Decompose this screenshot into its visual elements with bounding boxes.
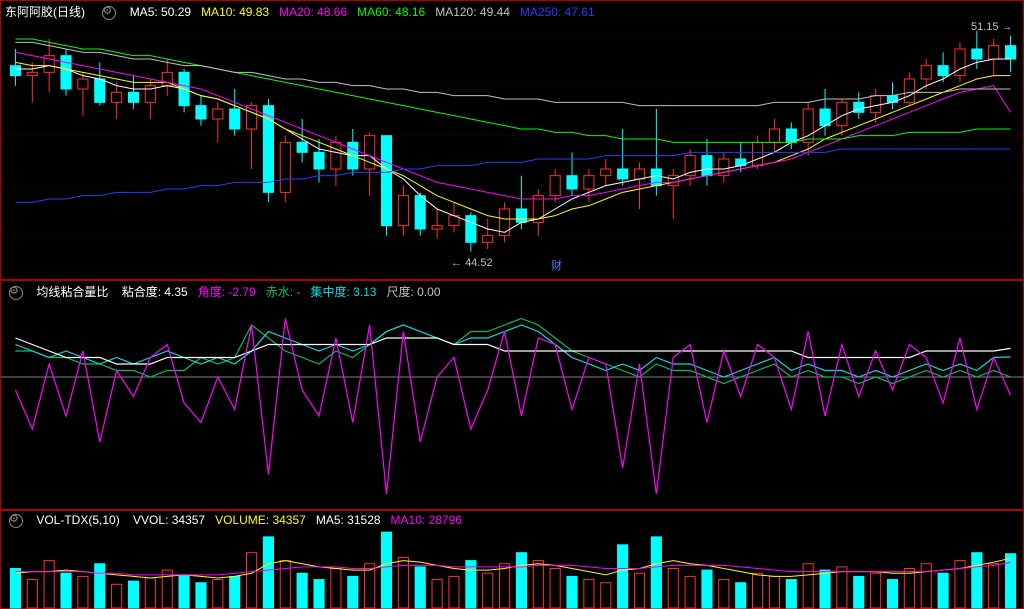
ma-label: MA5: 50.29 [130, 5, 191, 19]
ma-label: MA5: 31528 [316, 513, 381, 527]
candlestick-panel[interactable]: 东阿阿胶(日线) MA5: 50.29 MA10: 49.83 MA20: 48.6… [0, 0, 1024, 280]
ma-label: VVOL: 34357 [133, 513, 205, 527]
candlestick-header: 东阿阿胶(日线) MA5: 50.29 MA10: 49.83 MA20: 48.6… [5, 3, 615, 20]
mark-annotation: 财 [551, 257, 562, 273]
high-annotation: 51.15 → [971, 21, 1013, 33]
gear-icon[interactable] [9, 514, 23, 528]
volume-header: VOL-TDX(5,10) VVOL: 34357 VOLUME: 34357 MA… [5, 513, 482, 528]
candlestick-chart[interactable] [1, 1, 1024, 281]
ma-label: 集中度: 3.13 [310, 285, 376, 299]
volume-panel[interactable]: VOL-TDX(5,10) VVOL: 34357 VOLUME: 34357 MA… [0, 510, 1024, 609]
ma-label: MA60: 48.16 [357, 5, 425, 19]
ma-label: 赤水: - [266, 285, 301, 299]
ma-label: MA250: 47.61 [520, 5, 595, 19]
ma-label: MA10: 49.83 [201, 5, 269, 19]
low-annotation: ← 44.52 [451, 257, 493, 269]
ma-label: VOLUME: 34357 [215, 513, 306, 527]
ma-label: MA20: 48.66 [279, 5, 347, 19]
gear-icon[interactable] [102, 6, 116, 20]
ma-label: MA120: 49.44 [435, 5, 510, 19]
indicator-header: 均线粘合量比 粘合度: 4.35 角度: -2.79 赤水: - 集中度: 3.13 尺… [5, 283, 461, 300]
ma-label: 尺度: 0.00 [386, 285, 440, 299]
indicator-panel[interactable]: 均线粘合量比 粘合度: 4.35 角度: -2.79 赤水: - 集中度: 3.13 尺… [0, 280, 1024, 510]
indicator-title: 均线粘合量比 [36, 285, 108, 299]
volume-title: VOL-TDX(5,10) [36, 513, 119, 527]
ma-label: 粘合度: 4.35 [122, 285, 188, 299]
stock-title: 东阿阿胶(日线) [5, 5, 85, 19]
ma-label: MA10: 28796 [391, 513, 462, 527]
ma-label: 角度: -2.79 [198, 285, 256, 299]
gear-icon[interactable] [9, 286, 23, 300]
indicator-chart[interactable] [1, 281, 1024, 511]
